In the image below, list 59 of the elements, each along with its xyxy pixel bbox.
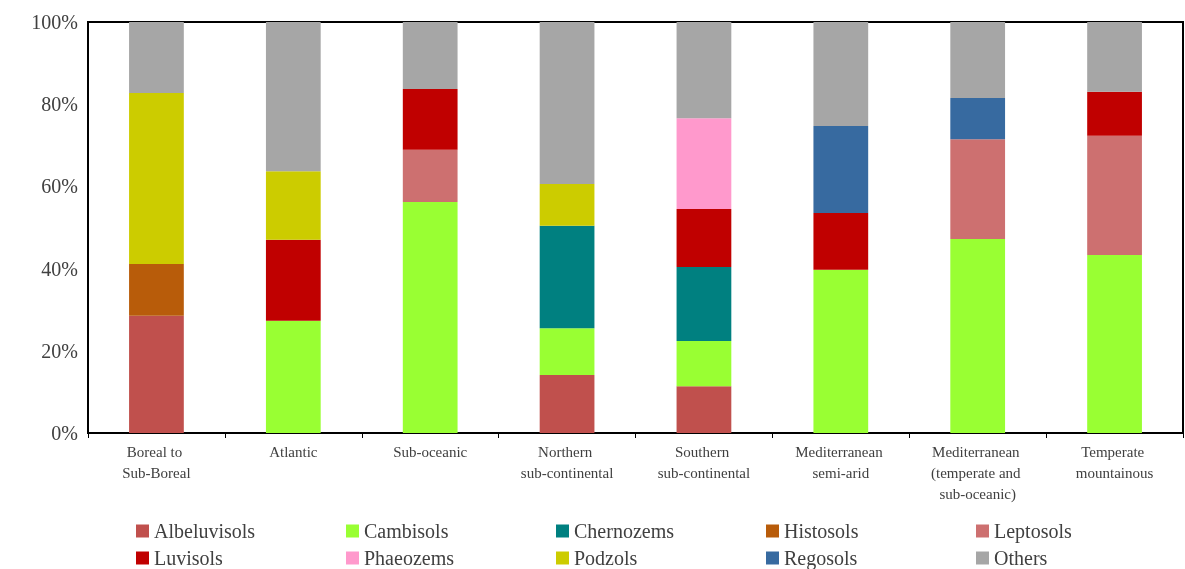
bar <box>1087 91 1142 136</box>
bar <box>950 139 1006 240</box>
x-tick-label: Southern sub-continental <box>657 443 751 481</box>
x-tick-label: Atlantic <box>269 443 318 460</box>
bar <box>265 22 321 172</box>
bar <box>950 22 1006 99</box>
y-tick-label: 100% <box>31 11 78 33</box>
bar <box>676 118 732 210</box>
x-tick-label: Sub-oceanic <box>393 443 468 460</box>
bar <box>676 386 732 433</box>
x-tick-label: Mediterranean (temperate and sub-oceanic) <box>931 443 1025 503</box>
legend-label: Albeluvisols <box>154 520 256 542</box>
bar <box>129 315 184 433</box>
legend-label: Podzols <box>574 547 638 569</box>
bar <box>539 183 595 226</box>
y-tick-label: 60% <box>41 175 78 198</box>
bar <box>1087 22 1142 92</box>
bar <box>813 22 869 126</box>
bar <box>129 264 184 316</box>
bar <box>402 88 458 150</box>
legend-label: Others <box>994 547 1048 569</box>
bar <box>813 213 869 270</box>
legend-label: Cambisols <box>364 520 449 542</box>
bar <box>813 269 869 433</box>
bar <box>402 202 458 433</box>
legend-label: Histosols <box>784 520 859 542</box>
bar <box>676 209 732 267</box>
legend-label: Phaeozems <box>364 547 455 569</box>
legend-label: Regosols <box>784 547 858 569</box>
bar <box>950 98 1006 140</box>
y-tick-label: 20% <box>41 339 78 362</box>
bar <box>129 22 184 94</box>
legend-label: Chernozems <box>574 520 675 542</box>
legend-label: Leptosols <box>994 520 1072 543</box>
bar <box>539 328 595 376</box>
y-tick-label: 40% <box>41 257 78 280</box>
bar <box>676 22 732 119</box>
legend-label: Luvisols <box>154 547 224 569</box>
bar <box>539 225 595 329</box>
y-tick-label: 0% <box>51 422 78 444</box>
bar <box>265 171 321 240</box>
bar <box>129 93 184 265</box>
x-tick-label: Mediterranean semi-arid <box>795 443 887 481</box>
bar <box>265 320 321 433</box>
bar <box>813 125 869 214</box>
bar <box>676 266 732 341</box>
x-tick-label: Northern sub-continental <box>520 443 614 481</box>
bar <box>1087 135 1142 256</box>
bar <box>402 22 458 89</box>
bar <box>402 149 458 203</box>
bar <box>265 239 321 321</box>
bar <box>539 375 595 433</box>
bar <box>539 22 595 184</box>
x-tick-label: Temperate mountainous <box>1075 443 1154 481</box>
x-tick-label: Boreal to Sub-Boreal <box>122 443 191 481</box>
bar <box>1087 255 1142 433</box>
bar <box>676 340 732 387</box>
bar <box>950 239 1006 433</box>
y-tick-label: 80% <box>41 93 78 116</box>
